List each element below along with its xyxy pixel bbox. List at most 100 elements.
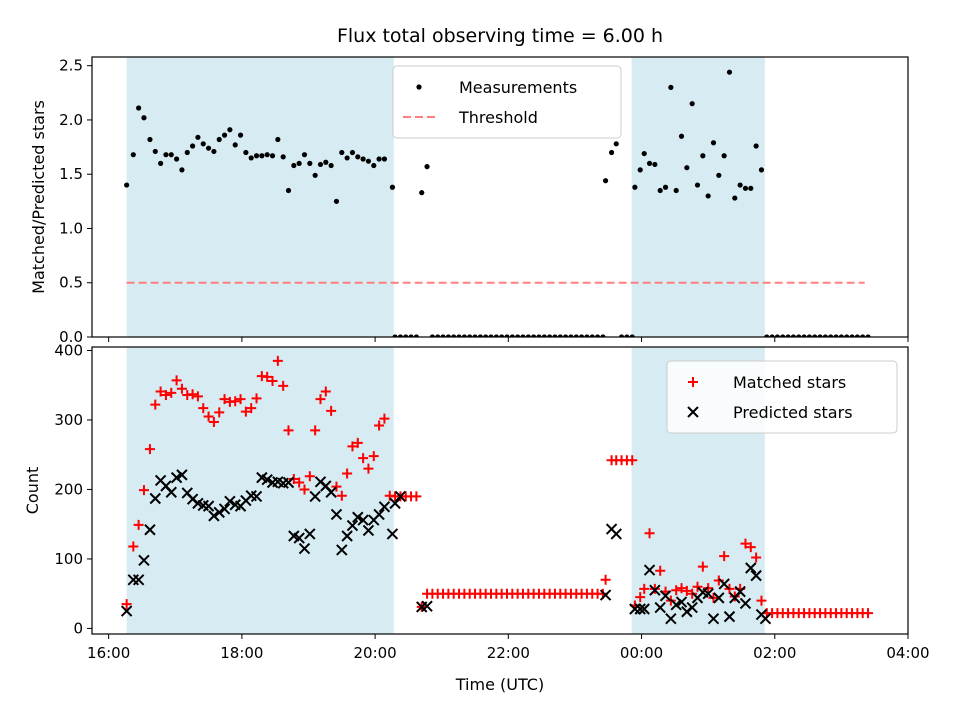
measurements-point-25 (259, 153, 265, 159)
measurements-point-66 (477, 334, 483, 337)
predicted-stars-point-39 (330, 508, 343, 521)
matched-stars-point-29 (278, 380, 289, 391)
matched-stars-point-14 (198, 403, 209, 414)
bottom-axes-frame (91, 346, 909, 635)
matched-stars-point-39 (331, 481, 342, 492)
x-tick-label-3: 22:00 (487, 644, 530, 662)
measurements-point-6 (158, 160, 164, 166)
measurements-point-26 (264, 152, 270, 158)
matched-stars-point-24 (251, 393, 262, 404)
measurements-point-84 (573, 334, 579, 337)
measurements-point-93 (618, 334, 625, 337)
measurements-point-15 (205, 145, 212, 151)
top-y-tick-label-4: 2.0 (59, 111, 83, 129)
measurements-point-76 (531, 334, 537, 337)
predicted-stars-point-49 (386, 528, 399, 540)
predicted-stars-point-30 (282, 476, 295, 489)
matched-stars-point-35 (310, 425, 321, 436)
measurements-point-98 (641, 150, 647, 157)
measurements-point-57 (429, 334, 435, 337)
measurements-point-4 (147, 136, 153, 143)
matched-stars-point-2 (133, 519, 144, 530)
predicted-stars-point-24 (250, 490, 263, 503)
matched-stars-point-41 (342, 468, 353, 479)
matched-stars-point-6 (155, 386, 166, 397)
legend-measurements-label: Measurements (459, 78, 577, 97)
measurements-point-69 (493, 334, 499, 337)
measurements-point-114 (726, 69, 733, 75)
measurements-point-87 (589, 334, 595, 337)
measurements-point-47 (376, 156, 382, 162)
predicted-stars-point-66 (675, 596, 688, 608)
measurements-point-132 (822, 334, 829, 337)
measurements-point-133 (828, 334, 834, 337)
measurements-point-110 (705, 193, 711, 199)
measurements-point-43 (355, 154, 361, 160)
measurements-point-9 (173, 156, 180, 162)
measurements-point-97 (637, 167, 643, 173)
measurements-point-1 (130, 152, 136, 158)
predicted-stars-point-38 (325, 486, 337, 498)
measurements-point-140 (865, 334, 871, 337)
measurements-point-62 (456, 334, 462, 337)
bottom-y-tick-label-3: 300 (54, 411, 83, 429)
measurements-point-11 (184, 149, 190, 156)
measurements-point-139 (860, 334, 866, 337)
matched-stars-point-0 (121, 599, 132, 610)
predicted-stars-point-80 (750, 569, 762, 582)
measurements-point-105 (678, 133, 685, 139)
matched-stars-point-46 (368, 451, 379, 462)
measurements-point-52 (403, 334, 409, 337)
matched-stars-point-105 (676, 583, 687, 594)
predicted-stars-point-17 (213, 506, 225, 519)
bottom-y-tick-label-1: 100 (54, 550, 83, 568)
matched-stars-point-101 (655, 565, 666, 576)
bottom-series-matched-stars (121, 355, 874, 619)
predicted-stars-point-68 (686, 601, 698, 614)
matched-stars-point-109 (697, 561, 708, 572)
bottom-series-predicted-stars (120, 469, 772, 625)
bottom-y-tick-label-0: 0 (73, 619, 83, 637)
measurements-point-117 (742, 185, 749, 191)
predicted-stars-point-73 (713, 592, 725, 604)
top-legend: Measurements Threshold (392, 65, 622, 139)
measurements-point-79 (547, 334, 553, 337)
matched-stars-point-47 (374, 420, 385, 431)
measurements-point-113 (721, 153, 727, 159)
matched-stars-point-98 (639, 583, 650, 594)
measurements-point-80 (552, 334, 558, 337)
matched-stars-point-31 (288, 474, 299, 485)
predicted-stars-point-45 (362, 524, 375, 537)
matched-stars-point-1 (128, 541, 139, 552)
matched-stars-point-10 (176, 383, 187, 394)
x-tick-label-5: 02:00 (753, 644, 796, 662)
predicted-stars-point-59 (638, 603, 650, 615)
matched-stars-point-4 (144, 444, 155, 455)
measurements-point-136 (844, 334, 850, 337)
legend-measurements-swatch (416, 84, 422, 90)
measurements-point-18 (221, 132, 228, 138)
measurements-point-24 (253, 153, 260, 159)
measurements-point-40 (339, 149, 345, 156)
measurements-point-81 (557, 334, 563, 337)
predicted-stars-point-42 (346, 519, 359, 532)
matched-stars-point-23 (246, 403, 257, 414)
predicted-stars-point-78 (739, 597, 752, 610)
measurements-point-129 (806, 334, 813, 337)
predicted-stars-point-4 (144, 524, 156, 536)
measurements-point-95 (629, 334, 635, 337)
measurements-point-54 (413, 334, 420, 337)
matched-stars-point-12 (187, 389, 198, 400)
matched-stars-point-40 (336, 490, 347, 501)
bottom-data (120, 355, 874, 625)
measurements-point-0 (124, 182, 130, 188)
measurements-point-91 (608, 149, 615, 156)
matched-stars-point-54 (411, 491, 422, 502)
measurements-point-134 (833, 334, 839, 337)
measurements-point-75 (525, 334, 531, 337)
predicted-stars-point-16 (208, 510, 220, 522)
top-y-axis-label: Matched/Predicted stars (29, 100, 48, 294)
measurements-point-116 (737, 182, 743, 188)
predicted-stars-point-15 (202, 500, 215, 512)
measurements-point-67 (483, 334, 489, 337)
